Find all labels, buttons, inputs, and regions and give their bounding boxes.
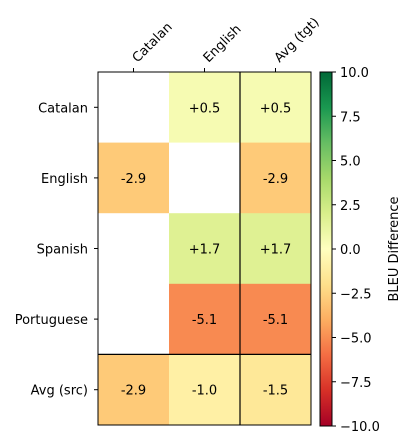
cell-value-label: -1.5 (263, 384, 288, 399)
cell-value-label: +1.7 (260, 243, 292, 258)
colorbar-tick-label: −7.5 (340, 376, 372, 391)
y-tick-label: Avg (src) (31, 384, 88, 399)
cell-value-label: -2.9 (121, 384, 146, 399)
heatmap-cell (240, 213, 312, 285)
cell-value-label: +0.5 (189, 101, 221, 116)
heatmap-cell (98, 283, 170, 355)
cell-labels: +0.5 +0.5 -2.9 -2.9 +1.7 +1.7 -5.1 -5.1 -2.9 -1.0… (121, 101, 291, 398)
colorbar: 10.0 7.5 5.0 2.5 0.0 −2.5 −5.0 −7.5 −10.0 BLEU D… (319, 66, 402, 435)
heatmap-cell (240, 283, 312, 355)
x-axis: Catalan English Avg (tgt) (130, 15, 323, 72)
heatmap-cell (240, 72, 312, 144)
heatmap-cell (98, 72, 170, 144)
colorbar-tick-label: −5.0 (340, 332, 372, 347)
colorbar-tick-label: 5.0 (340, 155, 361, 170)
cell-value-label: -2.9 (263, 172, 288, 187)
y-tick-label: English (41, 172, 88, 187)
cell-value-label: +0.5 (260, 101, 292, 116)
cell-value-label: -5.1 (192, 313, 217, 328)
colorbar-tick-label: 2.5 (340, 199, 361, 214)
y-axis: Catalan English Spanish Portuguese Avg (src) (15, 101, 98, 399)
colorbar-tick-label: 0.0 (340, 243, 361, 258)
heatmap-cell (98, 213, 170, 285)
colorbar-tick-label: 7.5 (340, 110, 361, 125)
x-tick-label: English (201, 22, 245, 66)
heatmap-cell (169, 213, 241, 285)
heatmap-cell (240, 354, 312, 426)
cell-value-label: -1.0 (192, 384, 217, 399)
y-tick-label: Catalan (38, 101, 88, 116)
y-tick-label: Portuguese (15, 313, 88, 328)
colorbar-gradient (319, 71, 333, 427)
heatmap-cell (169, 283, 241, 355)
x-tick-label: Catalan (130, 20, 176, 66)
colorbar-ticks: 10.0 7.5 5.0 2.5 0.0 −2.5 −5.0 −7.5 −10.0 (332, 66, 380, 435)
heatmap-cell (169, 354, 241, 426)
cell-value-label: -2.9 (121, 172, 146, 187)
x-tick-label: Avg (tgt) (272, 15, 323, 66)
heatmap-cell (240, 142, 312, 214)
colorbar-tick-label: −2.5 (340, 287, 372, 302)
colorbar-tick-label: −10.0 (340, 420, 380, 435)
colorbar-tick-label: 10.0 (340, 66, 369, 81)
colorbar-label: BLEU Difference (387, 196, 402, 301)
y-tick-label: Spanish (37, 243, 88, 258)
cell-value-label: -5.1 (263, 313, 288, 328)
heatmap-cell (98, 142, 170, 214)
heatmap-cell (169, 142, 241, 214)
heatmap-cells (98, 72, 312, 426)
heatmap-cell (169, 72, 241, 144)
cell-value-label: +1.7 (189, 243, 221, 258)
separator-lines (98, 72, 311, 425)
heatmap-cell (98, 354, 170, 426)
